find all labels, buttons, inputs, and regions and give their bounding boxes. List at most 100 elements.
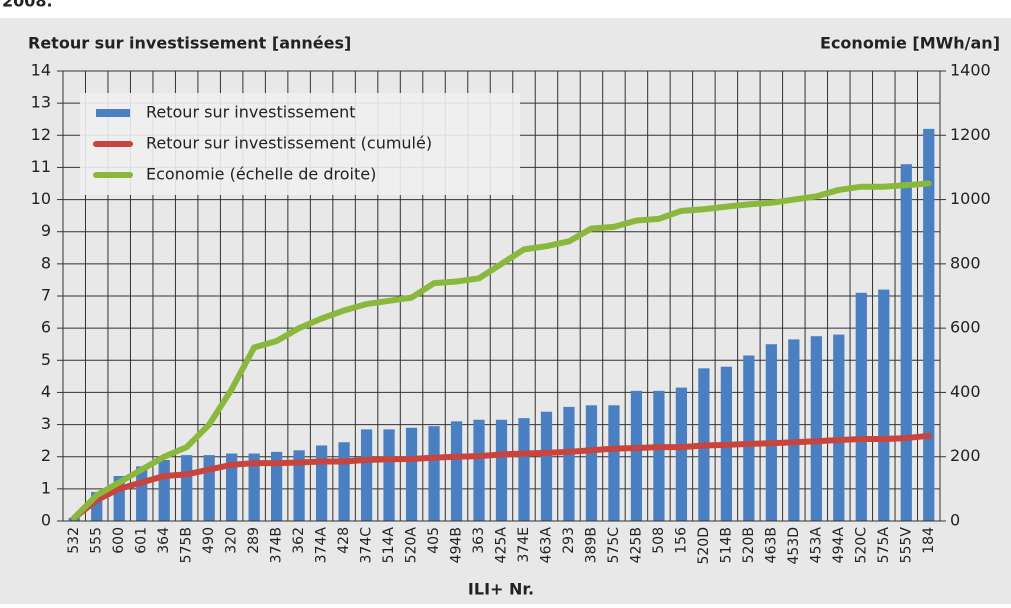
y-tick-label: 1 (41, 478, 51, 497)
x-tick-label: 601 (134, 527, 150, 554)
y-tick-label: 12 (31, 125, 51, 144)
bar (91, 492, 103, 521)
y-tick-label: 9 (41, 221, 51, 240)
bar (540, 411, 553, 521)
x-tick-label: 389B (583, 527, 599, 563)
legend-label: Retour sur investissement (146, 103, 356, 122)
y2-tick-label: 1000 (950, 189, 991, 208)
x-tick-label: 293 (561, 527, 577, 554)
x-tick-label: 520B (741, 527, 757, 563)
y-tick-label: 0 (41, 511, 51, 530)
y-tick-label: 4 (41, 382, 51, 401)
bar (271, 451, 283, 521)
bar (315, 445, 328, 521)
x-tick-label: 374E (516, 527, 532, 563)
x-tick-label: 428 (336, 527, 352, 554)
x-tick-label: 425B (628, 527, 644, 563)
x-tick-label: 156 (673, 527, 689, 554)
x-tick-label: 453D (786, 527, 802, 565)
fragment-text: 2008. (2, 0, 53, 11)
bar (450, 421, 463, 521)
bar (788, 339, 800, 521)
bar (226, 453, 238, 521)
bar (630, 390, 643, 521)
y-tick-label: 13 (31, 93, 51, 112)
bar (518, 418, 530, 521)
y-tick-label: 14 (31, 61, 51, 80)
bar (563, 406, 575, 521)
y2-axis-title: Economie [MWh/an] (820, 34, 1000, 53)
y-tick-label: 5 (41, 350, 51, 369)
line (71, 432, 932, 521)
x-tick-label: 555V (898, 527, 914, 564)
x-tick-label: 374A (314, 527, 330, 564)
y2-tick-label: 1400 (950, 61, 991, 80)
bar (878, 289, 890, 521)
x-tick-label: 405 (426, 527, 442, 554)
bar (923, 128, 935, 521)
y2-tick-label: 1200 (950, 125, 991, 144)
bar (810, 336, 822, 521)
x-tick-label: 374B (269, 527, 285, 563)
bar (653, 390, 665, 521)
x-tick-label: 532 (66, 527, 82, 554)
x-tick-label: 363 (471, 527, 487, 554)
x-tick-label: 575B (179, 527, 195, 563)
x-tick-label: 463A (538, 527, 554, 564)
legend-box (80, 93, 520, 195)
bar (405, 427, 418, 521)
x-tick-label: 490 (201, 527, 217, 554)
x-tick-label: 520C (853, 527, 869, 564)
x-tick-label: 575A (876, 527, 892, 564)
legend-label: Retour sur investissement (cumulé) (146, 134, 432, 153)
bar (113, 476, 125, 521)
x-tick-label: 555 (89, 527, 105, 554)
bar (181, 455, 193, 521)
bar (855, 292, 867, 521)
bar (833, 334, 845, 521)
bar (248, 453, 260, 521)
legend-swatch (96, 109, 130, 117)
x-tick-label: 362 (291, 527, 307, 554)
y2-tick-label: 800 (950, 253, 981, 272)
line (71, 180, 932, 521)
bar (608, 405, 620, 521)
bar (743, 355, 755, 521)
bar (383, 429, 395, 521)
y2-tick-label: 200 (950, 446, 981, 465)
bar (585, 405, 598, 521)
y2-tick-label: 400 (950, 382, 981, 401)
bar (473, 419, 485, 521)
bar (338, 442, 350, 521)
x-tick-label: 600 (111, 527, 127, 554)
bar (765, 344, 777, 521)
y-tick-label: 11 (31, 157, 51, 176)
y-tick-label: 10 (31, 189, 51, 208)
x-tick-label: 508 (651, 527, 667, 554)
bar (900, 164, 912, 521)
y-tick-label: 8 (41, 253, 51, 272)
x-tick-label: 463B (763, 527, 779, 563)
x-tick-label: 374C (359, 527, 375, 564)
y-tick-label: 3 (41, 414, 51, 433)
x-tick-label: 289 (246, 527, 262, 554)
y-tick-label: 6 (41, 318, 51, 337)
bar (360, 429, 373, 521)
y2-tick-label: 600 (950, 318, 981, 337)
x-axis-title: ILI+ Nr. (468, 580, 534, 599)
y2-tick-label: 0 (950, 511, 960, 530)
bar (293, 450, 305, 521)
x-tick-label: 575C (606, 527, 622, 564)
bar (136, 466, 148, 521)
x-tick-label: 425A (494, 527, 510, 564)
x-tick-label: 514A (381, 527, 397, 564)
bar (675, 387, 688, 521)
bar (158, 459, 170, 521)
x-tick-label: 494A (831, 527, 847, 564)
x-tick-label: 520A (404, 527, 420, 564)
x-tick-label: 494B (449, 527, 465, 563)
x-tick-label: 184 (921, 527, 937, 554)
bar (203, 455, 215, 521)
x-tick-label: 453A (808, 527, 824, 564)
